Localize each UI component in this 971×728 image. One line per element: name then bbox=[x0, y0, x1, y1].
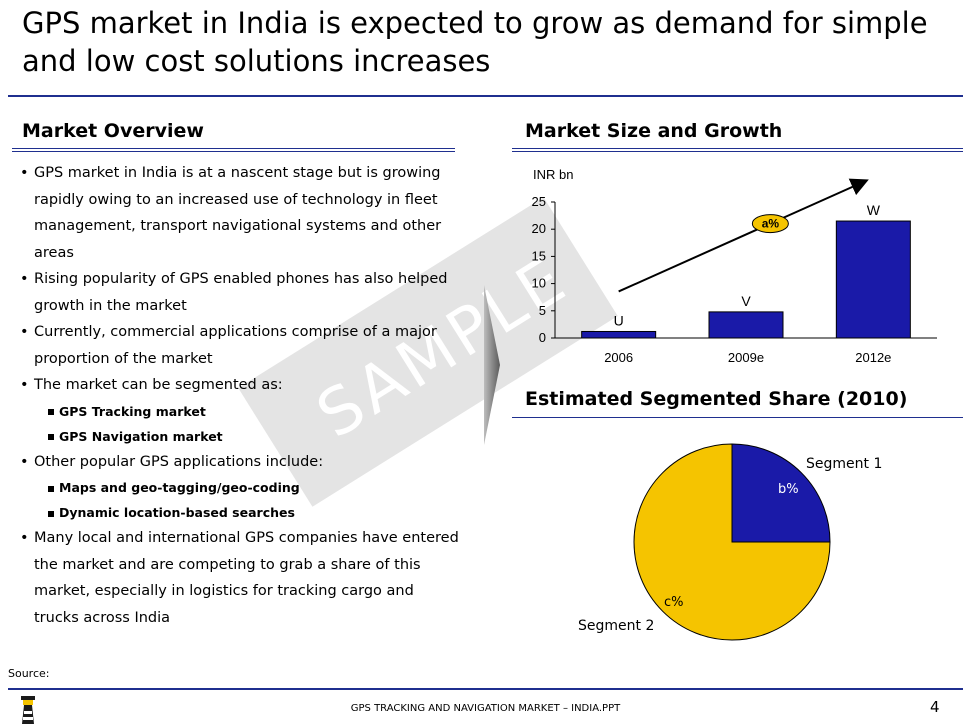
segmented-share-pie-chart: Segment 1 Segment 2 b% c% bbox=[578, 443, 882, 641]
bullet-icon: • bbox=[20, 377, 29, 393]
bullet-icon: • bbox=[20, 324, 29, 340]
segmented-share-heading: Estimated Segmented Share (2010) bbox=[525, 388, 908, 410]
bullet-item: • The market can be segmented as: bbox=[20, 372, 460, 399]
pie-legend-label: Segment 2 bbox=[578, 618, 654, 634]
sub-bullet-text: GPS Tracking market bbox=[59, 403, 206, 419]
source-note: Source: bbox=[8, 667, 50, 680]
bars-group: U 2006 V 2009e W 2012e bbox=[581, 202, 911, 365]
market-size-heading: Market Size and Growth bbox=[525, 120, 783, 142]
y-tick-label: 10 bbox=[532, 276, 546, 291]
bullet-icon: • bbox=[20, 530, 29, 546]
pie-value-label: b% bbox=[778, 482, 799, 497]
bullet-text: Many local and international GPS compani… bbox=[34, 530, 459, 626]
y-tick-label: 25 bbox=[532, 194, 546, 209]
bullet-item: • GPS market in India is at a nascent sta… bbox=[20, 160, 460, 266]
bar-data-label: U bbox=[614, 312, 624, 328]
title-divider bbox=[8, 95, 963, 97]
growth-badge-shape bbox=[751, 214, 789, 234]
bullet-icon: • bbox=[20, 453, 29, 470]
y-tick-label: 15 bbox=[532, 248, 546, 263]
growth-rate-label: a% bbox=[762, 217, 780, 231]
sub-bullet-item: GPS Navigation market bbox=[20, 424, 460, 449]
share-heading-rule bbox=[512, 417, 963, 418]
bar-data-label: W bbox=[867, 202, 881, 218]
market-overview-heading: Market Overview bbox=[22, 120, 204, 142]
overview-bullets: • GPS market in India is at a nascent sta… bbox=[20, 160, 460, 631]
footer-divider bbox=[8, 688, 963, 690]
lighthouse-logo-icon bbox=[21, 696, 35, 724]
bullet-text: Rising popularity of GPS enabled phones … bbox=[34, 271, 448, 314]
bullet-text: Other popular GPS applications include: bbox=[34, 453, 324, 470]
bullet-item: • Many local and international GPS compan… bbox=[20, 525, 460, 631]
size-heading-rule bbox=[512, 148, 963, 152]
pie-legend-label: Segment 1 bbox=[806, 456, 882, 472]
market-size-bar-chart: INR bn 0 5 10 15 20 25 U 2006 V 2009e W 2012e a% bbox=[532, 167, 937, 365]
pie-slice bbox=[731, 443, 831, 543]
bullet-text: Currently, commercial applications compr… bbox=[34, 324, 437, 367]
y-unit-label: INR bn bbox=[533, 167, 573, 182]
x-tick-label: 2012e bbox=[855, 350, 891, 365]
bullet-icon: • bbox=[20, 165, 29, 181]
sub-bullet-item: GPS Tracking market bbox=[20, 399, 460, 424]
growth-badge: a% bbox=[751, 214, 789, 234]
square-bullet-icon bbox=[48, 409, 54, 415]
bar bbox=[581, 330, 657, 339]
bullet-text: The market can be segmented as: bbox=[34, 377, 283, 393]
square-bullet-icon bbox=[48, 510, 54, 517]
overview-heading-rule bbox=[12, 148, 455, 152]
x-tick-label: 2006 bbox=[604, 350, 633, 365]
chevron-right-icon bbox=[484, 285, 500, 445]
y-tick-label: 0 bbox=[539, 330, 546, 345]
sub-bullet-text: Dynamic location-based searches bbox=[59, 505, 295, 520]
bullet-item: • Other popular GPS applications include: bbox=[20, 449, 460, 476]
y-tick-label: 5 bbox=[539, 303, 546, 318]
footer-title: GPS TRACKING AND NAVIGATION MARKET – IND… bbox=[350, 703, 621, 714]
bar bbox=[835, 220, 911, 339]
bar bbox=[708, 311, 784, 339]
page-title: GPS market in India is expected to grow … bbox=[22, 6, 928, 78]
pie-slices bbox=[633, 443, 831, 641]
growth-trend-arrow bbox=[618, 178, 869, 293]
x-tick-label: 2009e bbox=[728, 350, 764, 365]
square-bullet-icon bbox=[48, 485, 54, 492]
pie-value-label: c% bbox=[664, 595, 684, 610]
sub-bullet-text: Maps and geo-tagging/geo-coding bbox=[59, 480, 300, 495]
sub-bullet-text: GPS Navigation market bbox=[59, 428, 223, 444]
bullet-item: • Currently, commercial applications comp… bbox=[20, 319, 460, 372]
sub-bullet-item: Maps and geo-tagging/geo-coding bbox=[20, 475, 460, 500]
y-tick-label: 20 bbox=[532, 221, 546, 236]
pie-slice bbox=[633, 443, 831, 641]
bar-data-label: V bbox=[741, 293, 751, 309]
bullet-item: • Rising popularity of GPS enabled phones… bbox=[20, 266, 460, 319]
sub-bullet-item: Dynamic location-based searches bbox=[20, 500, 460, 525]
square-bullet-icon bbox=[48, 434, 54, 440]
bullet-text: GPS market in India is at a nascent stag… bbox=[34, 165, 442, 261]
bullet-icon: • bbox=[20, 271, 29, 287]
page-number: 4 bbox=[930, 698, 940, 716]
